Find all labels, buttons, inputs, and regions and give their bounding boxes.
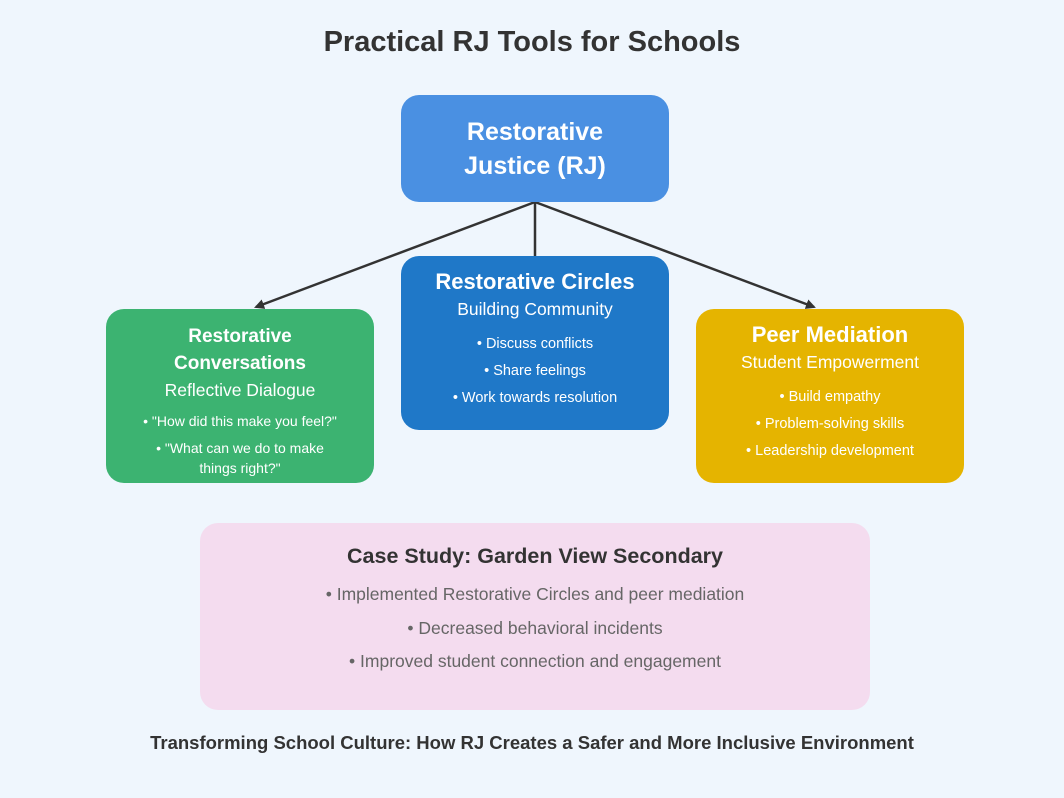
node-bullet: • Work towards resolution bbox=[452, 390, 618, 406]
node-title: Restorative Circles bbox=[435, 269, 635, 294]
node-subtitle: Student Empowerment bbox=[740, 352, 919, 372]
node-restorative-conversations: Restorative Conversations Reflective Dia… bbox=[106, 309, 374, 483]
node-bullet: • Leadership development bbox=[746, 443, 914, 459]
node-bullet: • "How did this make you feel?" bbox=[143, 413, 337, 429]
node-peer-mediation: Peer Mediation Student Empowerment • Bui… bbox=[696, 309, 964, 483]
node-restorative-circles: Restorative Circles Building Community •… bbox=[401, 256, 669, 430]
case-study-item: • Decreased behavioral incidents bbox=[407, 617, 663, 638]
node-bullet: • Problem-solving skills bbox=[755, 416, 905, 432]
node-bullet: • Build empathy bbox=[779, 389, 881, 405]
node-title: Restorative Conversations bbox=[174, 326, 306, 374]
diagram-title: Practical RJ Tools for Schools bbox=[323, 26, 741, 58]
case-study-item: • Improved student connection and engage… bbox=[349, 651, 721, 671]
footer-caption: Transforming School Culture: How RJ Crea… bbox=[150, 732, 914, 753]
node-bullet: • Share feelings bbox=[484, 363, 586, 379]
case-study-title: Case Study: Garden View Secondary bbox=[347, 544, 723, 568]
case-study-item: • Implemented Restorative Circles and pe… bbox=[325, 584, 745, 604]
node-subtitle: Building Community bbox=[457, 299, 613, 319]
node-title: Peer Mediation bbox=[751, 322, 909, 347]
node-bullet: • "What can we do to make things right?" bbox=[156, 440, 324, 476]
node-subtitle: Reflective Dialogue bbox=[164, 380, 316, 400]
case-study-panel: Case Study: Garden View Secondary • Impl… bbox=[200, 523, 870, 710]
root-node: Restorative Justice (RJ) bbox=[401, 95, 669, 202]
node-bullet: • Discuss conflicts bbox=[476, 336, 594, 352]
root-node-label: Restorative Justice (RJ) bbox=[464, 117, 606, 180]
